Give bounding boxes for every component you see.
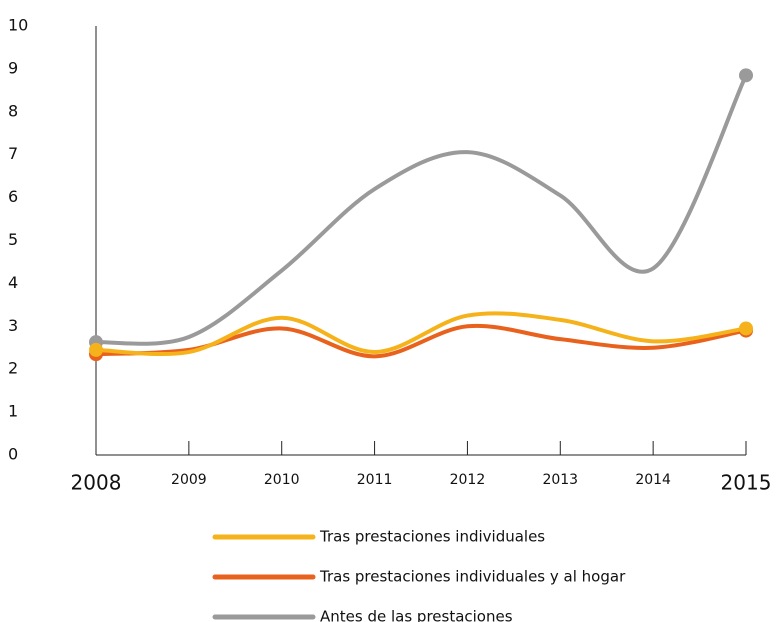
x-tick-label: 2011 — [357, 472, 393, 488]
x-tick-label: 2015 — [721, 471, 772, 495]
x-tick-label: 2012 — [450, 472, 486, 488]
series-line — [94, 311, 748, 357]
y-tick-label: 7 — [8, 144, 18, 163]
legend-label: Tras prestaciones individuales y al hoga… — [319, 568, 626, 586]
y-tick-label: 10 — [8, 16, 28, 35]
y-tick-label: 8 — [8, 101, 18, 120]
y-tick-label: 2 — [8, 359, 18, 378]
y-tick-label: 0 — [8, 445, 18, 464]
series-line — [94, 73, 748, 346]
x-tick-label: 2013 — [542, 472, 578, 488]
y-tick-label: 5 — [8, 230, 18, 249]
x-tick-label: 2009 — [171, 472, 207, 488]
y-tick-label: 9 — [8, 58, 18, 77]
y-tick-label: 1 — [8, 402, 18, 421]
x-tick-label: 2014 — [635, 472, 671, 488]
x-tick-label: 2008 — [71, 471, 122, 495]
y-tick-label: 6 — [8, 187, 18, 206]
end-dot — [739, 68, 753, 83]
end-dot — [739, 321, 753, 336]
legend-label: Tras prestaciones individuales — [319, 528, 545, 546]
legend-label: Antes de las prestaciones — [320, 608, 513, 622]
y-tick-label: 4 — [8, 273, 18, 292]
x-tick-label: 2010 — [264, 472, 300, 488]
y-tick-label: 3 — [8, 316, 18, 335]
end-dot — [89, 342, 103, 357]
